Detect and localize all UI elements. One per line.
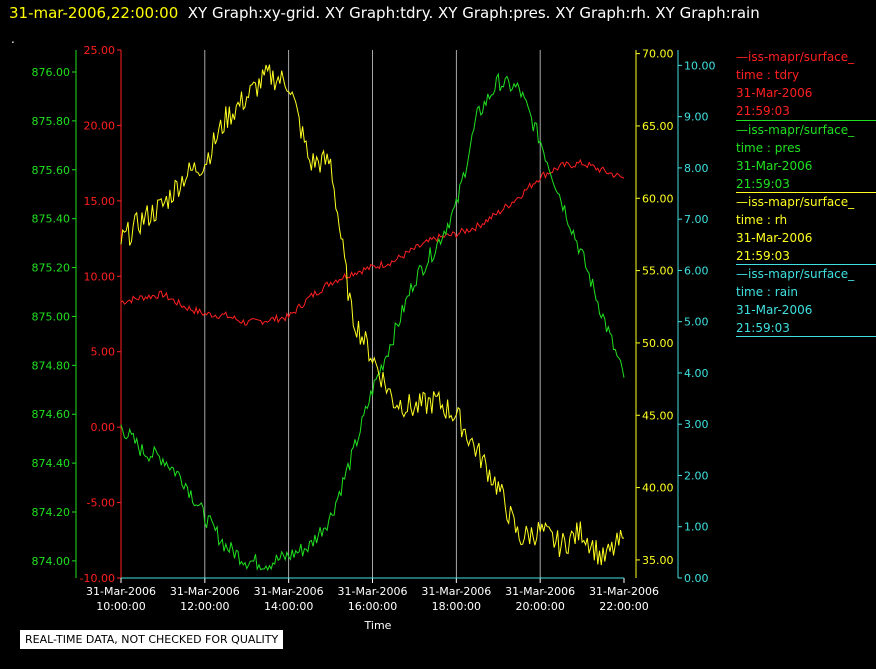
rh-tick-label: 65.00 <box>642 120 674 133</box>
header: 31-mar-2006,22:00:00 XY Graph:xy-grid. X… <box>9 4 760 22</box>
pres-tick-label: 876.00 <box>32 66 71 79</box>
x-tick-label-time: 20:00:00 <box>515 600 564 613</box>
x-tick-label-date: 31-Mar-2006 <box>86 585 156 598</box>
pres-tick-label: 874.00 <box>32 555 71 568</box>
tdry-series-line <box>120 158 625 326</box>
legend-time-pres: 21:59:03 <box>736 177 790 191</box>
pres-tick-label: 875.00 <box>32 310 71 323</box>
pres-tick-label: 874.20 <box>32 506 71 519</box>
legend-source-rain: iss-mapr/surface_ <box>748 267 855 281</box>
quality-note: REAL-TIME DATA, NOT CHECKED FOR QUALITY <box>20 630 284 649</box>
legend-time-tdry: 21:59:03 <box>736 104 790 118</box>
x-tick-label-date: 31-Mar-2006 <box>589 585 659 598</box>
legend-label-rh: time : rh <box>736 213 788 227</box>
rh-tick-label: 35.00 <box>642 554 674 567</box>
rain-tick-label: 5.00 <box>684 316 709 329</box>
rh-tick-label: 70.00 <box>642 48 674 61</box>
header-dot: . <box>11 32 15 46</box>
tdry-tick-label: 20.00 <box>84 119 116 132</box>
rain-tick-label: 4.00 <box>684 367 709 380</box>
legend-source-pres: iss-mapr/surface_ <box>748 123 855 137</box>
rain-tick-label: 7.00 <box>684 213 709 226</box>
x-tick-label-time: 14:00:00 <box>264 600 313 613</box>
pres-tick-label: 875.80 <box>32 115 71 128</box>
legend-item-rh: —iss-mapr/surface_ time : rh 31-Mar-2006… <box>736 192 876 264</box>
legend-source-tdry: iss-mapr/surface_ <box>748 50 855 64</box>
legend-time-rain: 21:59:03 <box>736 321 790 335</box>
rain-tick-label: 3.00 <box>684 418 709 431</box>
header-graph-list: XY Graph:xy-grid. XY Graph:tdry. XY Grap… <box>187 4 760 22</box>
pres-tick-label: 874.60 <box>32 408 71 421</box>
x-tick-label-time: 10:00:00 <box>96 600 145 613</box>
rh-series-line <box>120 64 625 566</box>
legend-date-tdry: 31-Mar-2006 <box>736 86 813 100</box>
legend-label-rain: time : rain <box>736 285 799 299</box>
x-axis-title: Time <box>364 619 392 632</box>
legend-label-tdry: time : tdry <box>736 68 800 82</box>
rh-tick-label: 50.00 <box>642 337 674 350</box>
legend-item-rain: —iss-mapr/surface_ time : rain 31-Mar-20… <box>736 264 876 337</box>
pres-tick-label: 874.80 <box>32 359 71 372</box>
tdry-tick-label: -5.00 <box>87 497 115 510</box>
rh-tick-label: 45.00 <box>642 409 674 422</box>
x-tick-label-date: 31-Mar-2006 <box>421 585 491 598</box>
rain-tick-label: 6.00 <box>684 264 709 277</box>
rain-tick-label: 0.00 <box>684 572 709 585</box>
pres-tick-label: 875.60 <box>32 164 71 177</box>
tdry-tick-label: 25.00 <box>84 44 116 57</box>
legend-time-rh: 21:59:03 <box>736 249 790 263</box>
header-timestamp: 31-mar-2006,22:00:00 <box>9 4 179 22</box>
x-tick-label-date: 31-Mar-2006 <box>170 585 240 598</box>
tdry-tick-label: -10.00 <box>80 572 115 585</box>
rain-tick-label: 1.00 <box>684 521 709 534</box>
x-tick-label-date: 31-Mar-2006 <box>338 585 408 598</box>
pres-tick-label: 874.40 <box>32 457 71 470</box>
rain-tick-label: 2.00 <box>684 469 709 482</box>
rh-tick-label: 55.00 <box>642 265 674 278</box>
legend-item-pres: —iss-mapr/surface_ time : pres 31-Mar-20… <box>736 120 876 192</box>
rain-tick-label: 9.00 <box>684 111 709 124</box>
tdry-tick-label: 5.00 <box>91 346 116 359</box>
legend-source-rh: iss-mapr/surface_ <box>748 195 855 209</box>
legend-label-pres: time : pres <box>736 141 801 155</box>
x-tick-label-date: 31-Mar-2006 <box>505 585 575 598</box>
x-tick-label-time: 22:00:00 <box>599 600 648 613</box>
legend-date-rain: 31-Mar-2006 <box>736 303 813 317</box>
rain-tick-label: 8.00 <box>684 162 709 175</box>
rh-tick-label: 60.00 <box>642 192 674 205</box>
x-tick-label-time: 18:00:00 <box>432 600 481 613</box>
tdry-tick-label: 0.00 <box>91 421 116 434</box>
x-tick-label-time: 16:00:00 <box>348 600 397 613</box>
tdry-tick-label: 15.00 <box>84 195 116 208</box>
pres-tick-label: 875.20 <box>32 262 71 275</box>
rh-tick-label: 40.00 <box>642 482 674 495</box>
x-tick-label-date: 31-Mar-2006 <box>254 585 324 598</box>
legend: —iss-mapr/surface_ time : tdry 31-Mar-20… <box>736 48 876 337</box>
rain-tick-label: 10.00 <box>684 59 716 72</box>
pres-tick-label: 875.40 <box>32 213 71 226</box>
tdry-tick-label: 10.00 <box>84 270 116 283</box>
pres-series-line <box>120 72 625 572</box>
x-tick-label-time: 12:00:00 <box>180 600 229 613</box>
legend-date-rh: 31-Mar-2006 <box>736 231 813 245</box>
legend-item-tdry: —iss-mapr/surface_ time : tdry 31-Mar-20… <box>736 48 876 120</box>
legend-date-pres: 31-Mar-2006 <box>736 159 813 173</box>
